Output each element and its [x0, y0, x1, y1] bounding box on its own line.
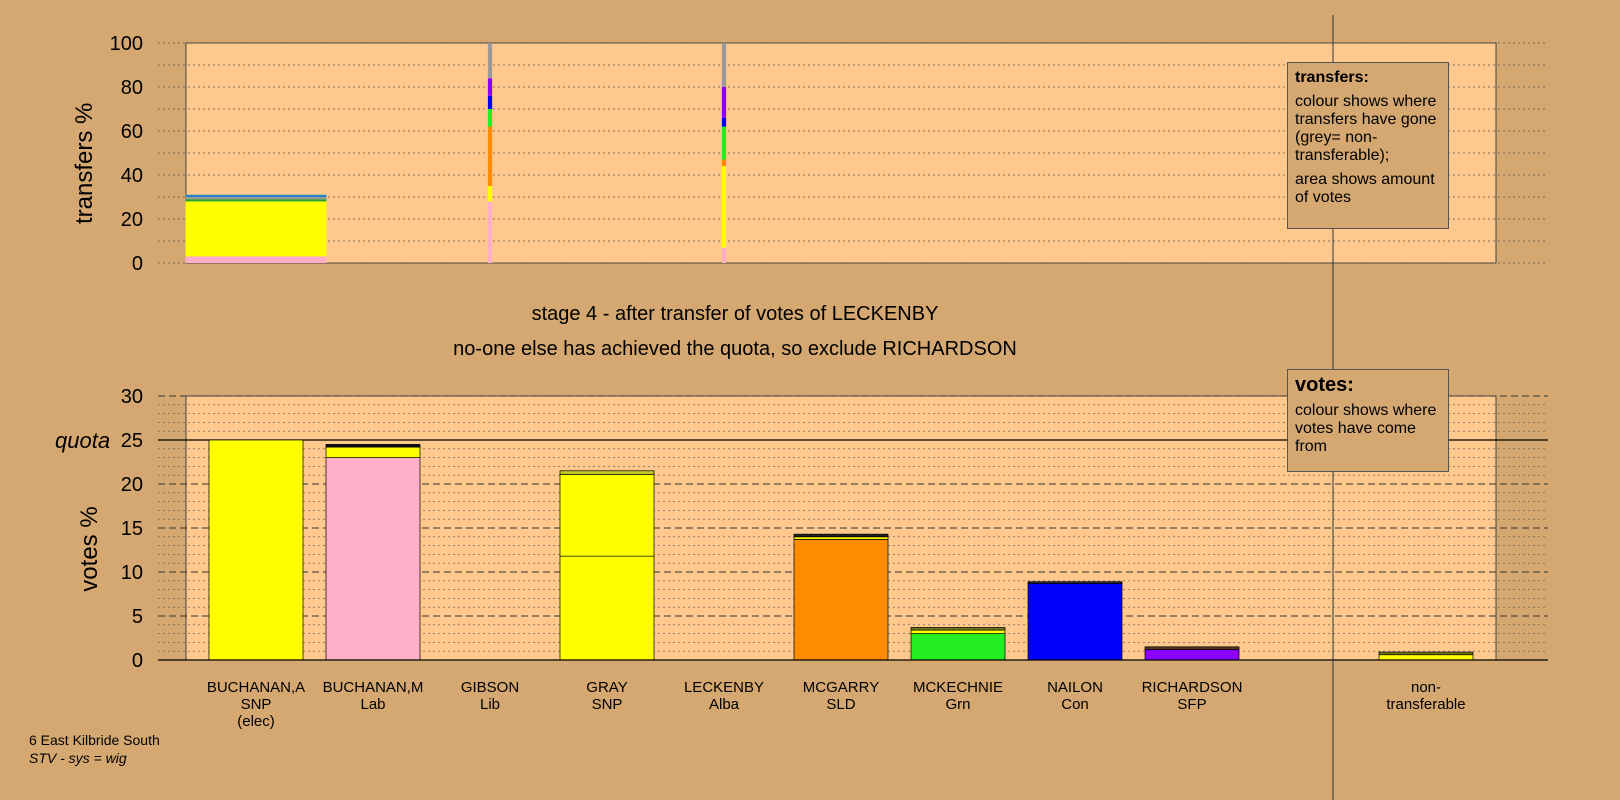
transfers-bar-segment	[721, 247, 727, 263]
votes-bar-segment	[1027, 581, 1123, 584]
candidate-name-label: BUCHANAN,A	[206, 679, 306, 696]
transfers-y-tick-label: 60	[121, 121, 143, 143]
transfers-bar-segment	[487, 186, 493, 202]
votes-bar-segment	[793, 536, 889, 540]
transfers-bar-segment	[487, 78, 493, 96]
transfers-bar-segment	[487, 126, 493, 186]
transfers-bar-segment	[487, 43, 493, 79]
candidate-name-label: GIBSON	[460, 679, 520, 696]
votes-bar-segment	[1144, 649, 1240, 661]
candidate-name-label: RICHARDSON	[1141, 679, 1243, 696]
transfers-y-tick-label: 100	[110, 33, 143, 55]
votes-bar-segment	[559, 555, 655, 661]
transfers-bar-segment	[185, 194, 327, 197]
candidate-party-label: Alba	[708, 696, 740, 713]
transfers-legend: transfers: colour shows where transfers …	[1287, 62, 1449, 229]
candidate-party-label: Grn	[945, 696, 971, 713]
votes-legend: votes: colour shows where votes have com…	[1287, 369, 1449, 472]
votes-bar-segment	[1378, 654, 1474, 661]
transfers-bar-segment	[185, 201, 327, 257]
transfers-legend-text-2: area shows amount of votes	[1295, 171, 1435, 206]
candidate-party-label: SNP	[240, 696, 272, 713]
candidate-name-label: GRAY	[586, 679, 628, 696]
footer-system: STV - sys = wig	[29, 750, 127, 766]
votes-bar-segment	[1144, 646, 1240, 650]
transfers-bar-segment	[185, 256, 327, 263]
transfers-y-tick-label: 20	[121, 209, 143, 231]
votes-y-tick-label: 15	[121, 518, 143, 540]
quota-label: quota	[55, 428, 111, 453]
transfers-bar-segment	[721, 166, 727, 248]
transfers-y-axis-label: transfers %	[71, 102, 98, 224]
transfers-bar-segment	[721, 117, 727, 127]
votes-bar-segment	[1027, 583, 1123, 661]
stage-line-1: stage 4 - after transfer of votes of LEC…	[531, 303, 939, 325]
candidate-party-label: Lab	[360, 696, 386, 713]
transfers-legend-text-1: colour shows where transfers have gone (…	[1295, 93, 1437, 164]
votes-bar-segment	[208, 439, 304, 661]
candidate-party-label: Lib	[479, 696, 501, 713]
candidate-name-label: MCKECHNIE	[912, 679, 1003, 696]
transfers-bar-segment	[721, 126, 727, 160]
votes-y-tick-label: 30	[121, 386, 143, 408]
transfers-bar-segment	[721, 159, 727, 167]
transfers-y-tick-label: 40	[121, 165, 143, 187]
votes-bar-segment	[325, 457, 421, 661]
votes-bar-segment	[559, 473, 655, 557]
votes-legend-title: votes:	[1295, 374, 1354, 396]
candidate-party-label: SLD	[826, 696, 856, 713]
votes-bar-segment	[325, 446, 421, 458]
votes-y-tick-label: 20	[121, 474, 143, 496]
transfers-y-tick-label: 0	[132, 253, 143, 275]
transfers-bar-segment	[487, 201, 493, 263]
transfers-y-tick-label: 80	[121, 77, 143, 99]
candidate-name-label: NAILON	[1047, 679, 1103, 696]
votes-bar-segment	[910, 633, 1006, 661]
votes-y-tick-label: 10	[121, 562, 143, 584]
transfers-bar-segment	[721, 87, 727, 118]
transfers-bar-segment	[185, 199, 327, 202]
votes-y-tick-label: 5	[132, 606, 143, 628]
transfers-bar-segment	[721, 43, 727, 87]
transfers-bar-segment	[487, 109, 493, 127]
nontransferable-label: non-	[1410, 679, 1442, 696]
transfers-legend-title: transfers:	[1295, 69, 1369, 86]
votes-bar-segment	[1378, 651, 1474, 656]
candidate-name-label: BUCHANAN,M	[322, 679, 424, 696]
candidate-name-label: MCGARRY	[802, 679, 880, 696]
transfers-bar-segment	[487, 95, 493, 109]
votes-bar-segment	[325, 444, 421, 448]
candidate-name-label: LECKENBY	[683, 679, 765, 696]
votes-bar-segment	[793, 539, 889, 661]
candidate-party-label: Con	[1061, 696, 1089, 713]
candidate-party-label: SNP	[591, 696, 623, 713]
candidate-note-label: (elec)	[237, 713, 275, 730]
votes-bar-segment	[910, 627, 1006, 631]
votes-bar-segment	[910, 629, 1006, 634]
votes-y-axis-label: votes %	[76, 506, 103, 592]
candidate-party-label: SFP	[1177, 696, 1207, 713]
votes-bar-segment	[793, 533, 889, 538]
votes-bar-segment	[559, 470, 655, 475]
votes-y-tick-label: 25	[121, 430, 143, 452]
stage-line-2: no-one else has achieved the quota, so e…	[453, 338, 1017, 360]
votes-y-tick-label: 0	[132, 650, 143, 672]
footer-ward: 6 East Kilbride South	[29, 732, 160, 748]
votes-legend-text: colour shows where votes have come from	[1295, 402, 1437, 455]
nontransferable-label: transferable	[1386, 696, 1466, 713]
transfers-bar-segment	[185, 197, 327, 200]
